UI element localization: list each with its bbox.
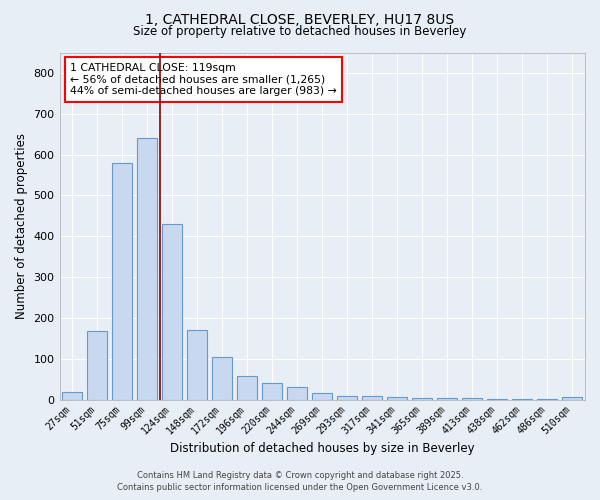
Bar bbox=[437, 398, 457, 400]
Bar bbox=[112, 163, 132, 400]
Bar bbox=[212, 356, 232, 400]
Bar bbox=[562, 397, 583, 400]
Bar bbox=[388, 396, 407, 400]
Bar bbox=[362, 396, 382, 400]
Bar bbox=[262, 384, 282, 400]
Text: Size of property relative to detached houses in Beverley: Size of property relative to detached ho… bbox=[133, 25, 467, 38]
Text: 1, CATHEDRAL CLOSE, BEVERLEY, HU17 8US: 1, CATHEDRAL CLOSE, BEVERLEY, HU17 8US bbox=[145, 12, 455, 26]
Text: 1 CATHEDRAL CLOSE: 119sqm
← 56% of detached houses are smaller (1,265)
44% of se: 1 CATHEDRAL CLOSE: 119sqm ← 56% of detac… bbox=[70, 63, 337, 96]
Bar bbox=[137, 138, 157, 400]
Bar bbox=[337, 396, 358, 400]
Y-axis label: Number of detached properties: Number of detached properties bbox=[15, 133, 28, 319]
Bar bbox=[287, 388, 307, 400]
Bar bbox=[62, 392, 82, 400]
X-axis label: Distribution of detached houses by size in Beverley: Distribution of detached houses by size … bbox=[170, 442, 475, 455]
Bar bbox=[412, 398, 433, 400]
Bar bbox=[187, 330, 207, 400]
Bar bbox=[162, 224, 182, 400]
Bar bbox=[237, 376, 257, 400]
Bar bbox=[312, 394, 332, 400]
Text: Contains HM Land Registry data © Crown copyright and database right 2025.
Contai: Contains HM Land Registry data © Crown c… bbox=[118, 471, 482, 492]
Bar bbox=[463, 398, 482, 400]
Bar bbox=[87, 331, 107, 400]
Bar bbox=[487, 399, 508, 400]
